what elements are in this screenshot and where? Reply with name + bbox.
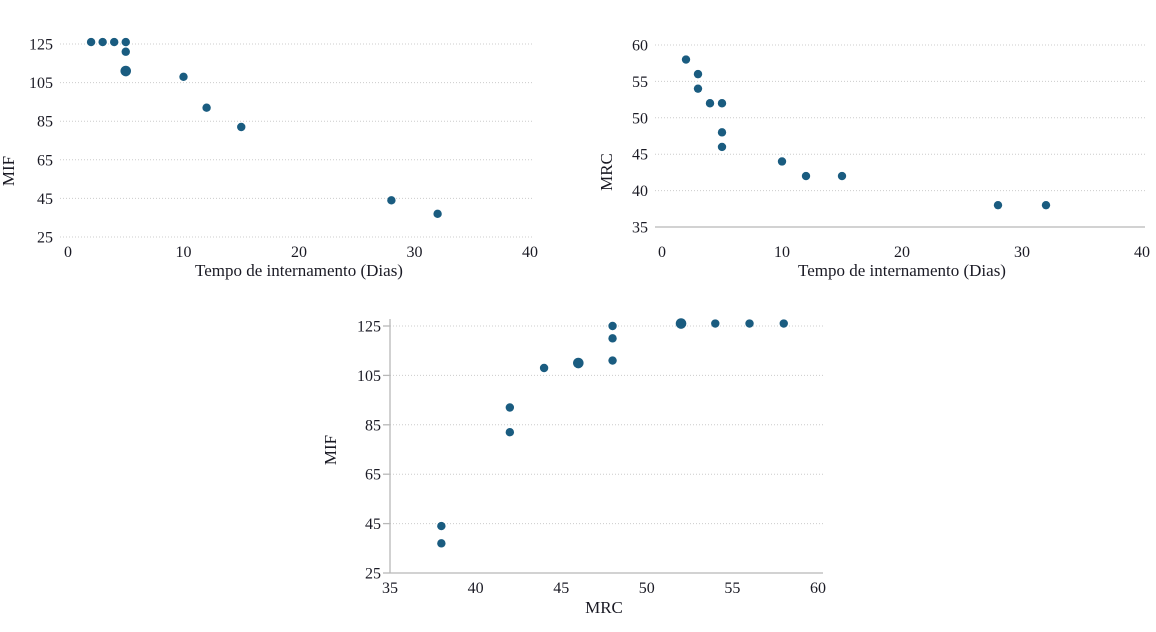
x-tick-label: 55 xyxy=(724,580,740,597)
data-point xyxy=(237,122,246,132)
x-tick-label: 0 xyxy=(658,244,666,261)
y-tick-label: 65 xyxy=(37,152,53,169)
scatter-chart-mif-vs-tempo: 25 45 65 85 105 125 0 10 20 30 40 Tempo de internam… xyxy=(0,0,578,300)
data-point xyxy=(717,142,727,152)
data-point xyxy=(121,47,130,56)
data-point xyxy=(505,428,515,437)
mif-vs-mrc-plot: 25 45 65 85 105 125 35 40 45 50 55 60 MRC MIF xyxy=(321,318,826,617)
data-point xyxy=(801,171,811,181)
y-tick-label: 85 xyxy=(37,114,53,131)
data-point xyxy=(705,99,715,108)
y-tick-label: 45 xyxy=(37,191,53,208)
data-point xyxy=(711,319,720,328)
data-point xyxy=(505,403,515,412)
data-point xyxy=(539,363,549,373)
y-axis-title: MRC xyxy=(597,153,616,191)
x-axis-title: Tempo de internamento (Dias) xyxy=(798,261,1006,280)
x-tick-label: 30 xyxy=(407,244,423,261)
data-point xyxy=(437,539,446,548)
data-point xyxy=(110,37,119,47)
data-point xyxy=(675,318,687,329)
data-point xyxy=(437,521,446,531)
x-tick-label: 40 xyxy=(522,244,538,261)
data-point xyxy=(717,128,727,137)
data-point xyxy=(573,357,584,369)
y-tick-label: 45 xyxy=(365,516,381,533)
y-tick-label: 65 xyxy=(365,467,381,484)
data-point xyxy=(717,99,727,108)
mif-vs-tempo-plot: 25 45 65 85 105 125 0 10 20 30 40 Tempo de internam… xyxy=(0,37,538,281)
x-tick-label: 20 xyxy=(291,244,307,261)
data-point xyxy=(202,103,211,112)
x-tick-label: 0 xyxy=(64,244,72,261)
data-point xyxy=(837,171,847,181)
data-point xyxy=(779,319,788,328)
mrc-vs-tempo-plot: 35 40 45 50 55 60 0 10 20 30 40 Tempo de internamen… xyxy=(597,38,1150,281)
x-tick-label: 50 xyxy=(639,580,655,597)
data-point xyxy=(433,209,442,219)
x-tick-label: 30 xyxy=(1014,244,1030,261)
x-tick-label: 10 xyxy=(774,244,790,261)
data-point xyxy=(1041,200,1051,210)
x-axis-title: Tempo de internamento (Dias) xyxy=(195,261,403,280)
y-tick-label: 60 xyxy=(632,38,648,55)
data-point xyxy=(86,37,96,47)
data-point xyxy=(745,319,754,328)
y-axis-title: MIF xyxy=(0,156,18,186)
data-point xyxy=(120,65,132,77)
data-point xyxy=(681,55,691,64)
y-tick-label: 55 xyxy=(632,74,648,91)
y-tick-label: 105 xyxy=(357,368,381,385)
data-point xyxy=(777,157,787,166)
y-tick-label: 35 xyxy=(632,220,648,237)
scatter-chart-mif-vs-mrc: 25 45 65 85 105 125 35 40 45 50 55 60 MRC MIF xyxy=(290,300,890,632)
y-tick-label: 125 xyxy=(357,319,381,336)
scatter-chart-mrc-vs-tempo: 35 40 45 50 55 60 0 10 20 30 40 Tempo de internamen… xyxy=(578,0,1156,300)
x-tick-label: 20 xyxy=(894,244,910,261)
y-tick-label: 125 xyxy=(29,37,53,54)
data-point xyxy=(993,200,1003,210)
data-point xyxy=(693,69,703,79)
y-tick-label: 45 xyxy=(632,147,648,164)
data-point xyxy=(608,321,617,331)
y-tick-label: 25 xyxy=(37,230,53,247)
x-tick-label: 45 xyxy=(553,580,569,597)
x-tick-label: 40 xyxy=(468,580,484,597)
x-tick-label: 10 xyxy=(176,244,192,261)
x-axis-title: MRC xyxy=(585,598,623,617)
y-axis-title: MIF xyxy=(321,435,340,465)
data-point xyxy=(693,84,703,93)
x-tick-label: 40 xyxy=(1134,244,1150,261)
data-point xyxy=(608,356,617,365)
y-tick-label: 105 xyxy=(29,75,53,92)
y-tick-label: 50 xyxy=(632,110,648,127)
data-point xyxy=(98,37,107,47)
x-tick-label: 60 xyxy=(810,580,826,597)
y-tick-label: 25 xyxy=(365,566,381,583)
y-tick-label: 40 xyxy=(632,183,648,200)
x-tick-label: 35 xyxy=(382,580,398,597)
data-point xyxy=(608,334,617,343)
data-point xyxy=(179,72,188,82)
y-tick-label: 85 xyxy=(365,417,381,434)
data-point xyxy=(387,196,396,205)
data-point xyxy=(121,37,130,47)
